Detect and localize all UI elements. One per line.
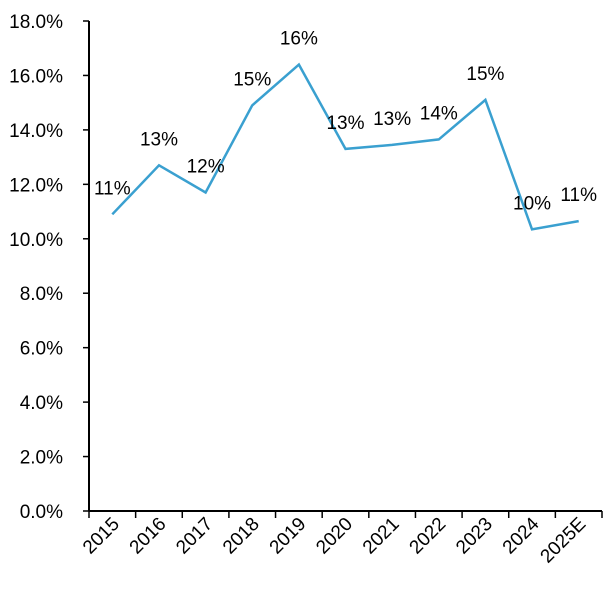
x-tick-label: 2020 [312, 514, 357, 559]
x-tick-label: 2019 [266, 514, 311, 559]
x-tick-label: 2022 [406, 514, 451, 559]
y-tick-label: 18.0% [9, 12, 63, 33]
data-label: 15% [466, 64, 504, 85]
series-group [111, 62, 579, 231]
data-label: 14% [420, 103, 458, 124]
y-tick-label: 2.0% [20, 448, 63, 469]
data-label: 13% [326, 113, 364, 134]
x-tick-label: 2021 [359, 514, 404, 559]
data-label: 12% [187, 157, 225, 178]
x-tick-label: 2023 [452, 514, 497, 559]
x-axis-ticks: 2015 2016 2017 2018 2019 2020 2021 2022 2023 2024… [79, 511, 603, 568]
y-tick-label: 8.0% [20, 284, 63, 305]
series-line [111, 62, 579, 231]
data-label: 10% [513, 193, 551, 214]
data-labels: 11% 13% 12% 15% 16% 13% 13% 14% 15% 10% 11% [94, 29, 597, 215]
x-tick-label: 2016 [126, 514, 171, 559]
y-tick-label: 10.0% [9, 230, 63, 251]
y-tick-label: 14.0% [9, 121, 63, 142]
x-tick-label: 2018 [219, 514, 264, 559]
x-tick-label: 2015 [79, 514, 124, 559]
y-tick-label: 12.0% [9, 175, 63, 196]
data-label: 15% [233, 69, 271, 90]
axes [88, 21, 602, 512]
y-tick-label: 16.0% [9, 66, 63, 87]
x-tick-label: 2017 [172, 514, 217, 559]
y-tick-label: 4.0% [20, 393, 63, 414]
y-tick-label: 0.0% [20, 502, 63, 523]
y-tick-label: 6.0% [20, 339, 63, 360]
data-label: 16% [280, 29, 318, 50]
y-axis-ticks: 0.0% 2.0% 4.0% 6.0% 8.0% 10.0% 12.0% 14.0% 16.0%… [9, 12, 89, 523]
x-tick-label: 2025E [537, 514, 591, 568]
data-label: 11% [94, 178, 131, 199]
data-label: 13% [373, 109, 411, 130]
data-label: 11% [560, 185, 597, 206]
data-label: 13% [140, 129, 178, 150]
